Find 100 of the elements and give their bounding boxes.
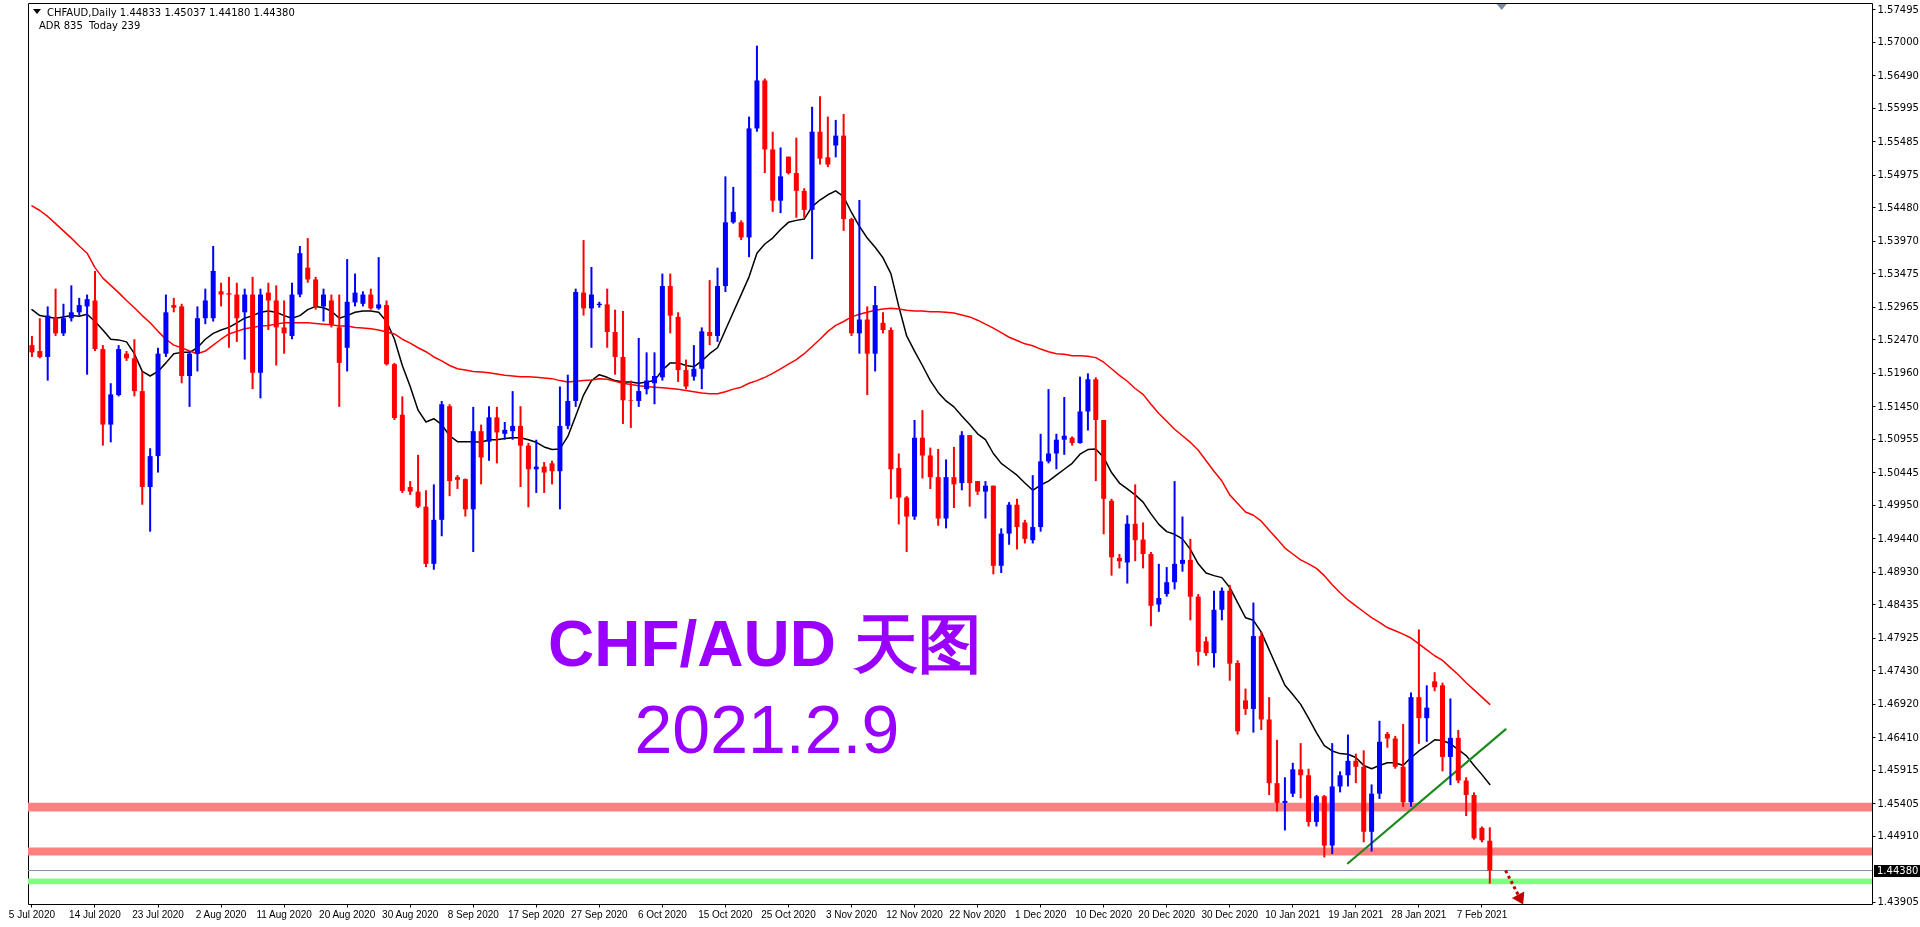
x-tick-label: 30 Aug 2020 bbox=[382, 908, 439, 920]
x-tick-label: 14 Jul 2020 bbox=[69, 908, 122, 920]
candlestick bbox=[29, 334, 35, 358]
x-tick-label: 22 Nov 2020 bbox=[949, 908, 1007, 920]
y-tick-label: 1.45405 bbox=[1877, 797, 1919, 809]
y-tick-label: 1.43905 bbox=[1877, 896, 1919, 908]
y-tick-label: 1.46920 bbox=[1877, 698, 1919, 710]
candlestick bbox=[1140, 521, 1146, 570]
x-tick-label: 30 Dec 2020 bbox=[1201, 908, 1259, 920]
candlestick bbox=[1164, 566, 1170, 598]
candlestick bbox=[368, 287, 374, 311]
candlestick bbox=[510, 390, 516, 441]
candlestick bbox=[951, 445, 957, 510]
y-tick-label: 1.50955 bbox=[1877, 433, 1919, 445]
candlestick bbox=[588, 266, 594, 349]
candlestick bbox=[1337, 770, 1343, 794]
candlestick bbox=[187, 350, 193, 408]
candlestick bbox=[525, 441, 531, 509]
candlestick bbox=[218, 281, 224, 308]
x-tick-label: 10 Jan 2021 bbox=[1265, 908, 1321, 920]
candlestick bbox=[825, 115, 831, 169]
candlestick bbox=[1432, 671, 1438, 693]
candlestick bbox=[352, 272, 358, 308]
candlestick bbox=[1424, 684, 1430, 743]
y-tick-label: 1.44910 bbox=[1877, 830, 1919, 842]
y-tick-label: 1.49950 bbox=[1877, 499, 1919, 511]
x-tick-label: 1 Dec 2020 bbox=[1015, 908, 1067, 920]
candlestick bbox=[1463, 776, 1469, 817]
candlestick bbox=[927, 446, 933, 490]
candlestick bbox=[651, 351, 657, 406]
candlestick bbox=[226, 275, 232, 349]
candlestick bbox=[919, 409, 925, 480]
y-tick-label: 1.55485 bbox=[1877, 135, 1919, 147]
candlestick bbox=[549, 459, 555, 486]
x-tick-label: 15 Oct 2020 bbox=[698, 908, 754, 920]
x-tick-label: 7 Feb 2021 bbox=[1456, 908, 1508, 920]
x-tick-label: 20 Dec 2020 bbox=[1138, 908, 1196, 920]
candlestick bbox=[281, 299, 287, 355]
text: ADR 835 Today 239 bbox=[38, 19, 142, 32]
candlestick bbox=[541, 461, 547, 494]
x-tick-label: 17 Sep 2020 bbox=[507, 908, 566, 920]
annotation: CHF/AUD 天图 bbox=[548, 608, 982, 680]
candlestick bbox=[376, 256, 382, 311]
x-tick-label: 19 Jan 2021 bbox=[1328, 908, 1384, 920]
candlestick bbox=[494, 405, 500, 465]
y-tick-label: 1.57495 bbox=[1877, 3, 1919, 15]
line-series bbox=[31, 190, 1491, 786]
candlestick bbox=[738, 219, 744, 242]
candlestick bbox=[1030, 474, 1036, 545]
y-tick-label: 1.53475 bbox=[1877, 267, 1919, 279]
candlestick bbox=[1447, 697, 1453, 787]
candlestick bbox=[234, 281, 240, 343]
candlestick bbox=[1022, 518, 1028, 545]
candlestick bbox=[683, 358, 689, 391]
y-tick-label: 1.47925 bbox=[1877, 632, 1919, 644]
candlestick bbox=[880, 311, 886, 335]
x-tick-label: 10 Dec 2020 bbox=[1075, 908, 1133, 920]
y-tick-label: 1.49440 bbox=[1877, 532, 1919, 544]
y-tick-label: 1.54975 bbox=[1877, 169, 1919, 181]
candlestick bbox=[1298, 742, 1304, 800]
candlestick bbox=[801, 187, 807, 219]
x-tick-label: 3 Nov 2020 bbox=[825, 908, 878, 920]
candlestick bbox=[581, 239, 587, 317]
candlestick bbox=[68, 284, 74, 323]
x-tick-label: 11 Aug 2020 bbox=[256, 908, 313, 920]
y-tick-label: 1.48930 bbox=[1877, 566, 1919, 578]
x-tick-label: 6 Oct 2020 bbox=[637, 908, 688, 920]
y-tick-label: 1.57000 bbox=[1877, 36, 1919, 48]
x-tick-label: 25 Oct 2020 bbox=[761, 908, 817, 920]
candlestick bbox=[628, 379, 634, 429]
candlestick bbox=[37, 317, 43, 360]
y-tick-label: 1.56490 bbox=[1877, 69, 1919, 81]
candlestick bbox=[328, 293, 334, 329]
candlestick bbox=[1179, 515, 1185, 573]
y-tick-label: 1.54480 bbox=[1877, 201, 1919, 213]
candlestick bbox=[1053, 432, 1059, 471]
candlestick bbox=[1345, 733, 1351, 788]
y-tick-label: 1.46410 bbox=[1877, 731, 1919, 743]
chart-title: CHFAUD,Daily 1.44833 1.45037 1.44180 1.44380 bbox=[47, 7, 295, 18]
y-tick-label: 1.48435 bbox=[1877, 598, 1919, 610]
candlestick bbox=[1243, 687, 1249, 716]
candlestick bbox=[691, 344, 697, 382]
x-tick-label: 28 Jan 2021 bbox=[1391, 908, 1447, 920]
y-tick-label: 1.51960 bbox=[1877, 367, 1919, 379]
x-tick-label: 20 Aug 2020 bbox=[319, 908, 376, 920]
candlestick bbox=[265, 281, 271, 332]
y-tick-label: 1.50445 bbox=[1877, 466, 1919, 478]
candlestick bbox=[1061, 396, 1067, 456]
candlestick bbox=[84, 293, 90, 376]
candlestick bbox=[833, 118, 839, 159]
candlestick bbox=[793, 136, 799, 219]
annotation: 2021.2.9 bbox=[634, 691, 900, 767]
x-tick-label: 12 Nov 2020 bbox=[886, 908, 944, 920]
x-tick-label: 8 Sep 2020 bbox=[447, 908, 500, 920]
candlestick bbox=[202, 287, 208, 326]
candlestick bbox=[1203, 635, 1209, 657]
candlestick bbox=[305, 237, 311, 284]
candlestick bbox=[636, 336, 642, 408]
candlestick bbox=[730, 185, 736, 225]
candlestick bbox=[1046, 388, 1051, 465]
